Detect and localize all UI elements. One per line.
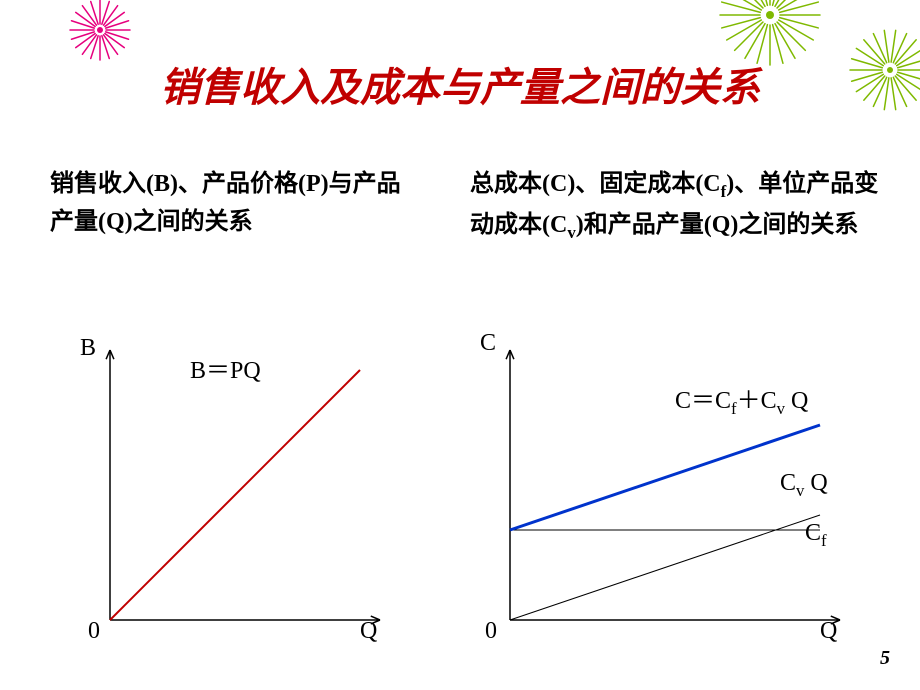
- desc-right-sub2: v: [567, 222, 575, 241]
- desc-right-p1: 总成本(C)、固定成本(C: [470, 171, 721, 197]
- right-origin-label: 0: [485, 618, 497, 645]
- revenue-chart-svg: [50, 340, 400, 650]
- right-formula-total: C＝Cf＋Cv Q: [675, 380, 808, 419]
- desc-right-p3: )和产品产量(Q)之间的关系: [576, 212, 859, 238]
- right-label-cf: Cf: [805, 520, 827, 551]
- page-number: 5: [880, 647, 890, 670]
- left-description: 销售收入(B)、产品价格(P)与产品产量(Q)之间的关系: [50, 165, 420, 242]
- cost-chart: C Q 0 C＝Cf＋Cv Q Cv Q Cf: [460, 340, 860, 650]
- fc-s2: v: [777, 399, 785, 418]
- right-x-axis-label: Q: [820, 618, 837, 645]
- fc-p3: Q: [785, 388, 808, 414]
- left-y-axis-label: B: [80, 335, 96, 362]
- fc-p1: C＝C: [675, 388, 731, 414]
- cvq-p1: C: [780, 470, 796, 496]
- revenue-chart: B Q 0 B＝PQ: [50, 340, 400, 650]
- right-description: 总成本(C)、固定成本(Cf)、单位产品变动成本(Cv)和产品产量(Q)之间的关…: [470, 165, 890, 246]
- right-label-cvq: Cv Q: [780, 470, 828, 501]
- cvq-p2: Q: [804, 470, 827, 496]
- left-x-axis-label: Q: [360, 618, 377, 645]
- cf-s1: f: [821, 531, 827, 550]
- left-origin-label: 0: [88, 618, 100, 645]
- left-formula: B＝PQ: [190, 350, 261, 385]
- fc-p2: ＋C: [737, 388, 777, 414]
- cf-p1: C: [805, 520, 821, 546]
- right-y-axis-label: C: [480, 330, 496, 357]
- page-title: 销售收入及成本与产量之间的关系: [0, 55, 920, 113]
